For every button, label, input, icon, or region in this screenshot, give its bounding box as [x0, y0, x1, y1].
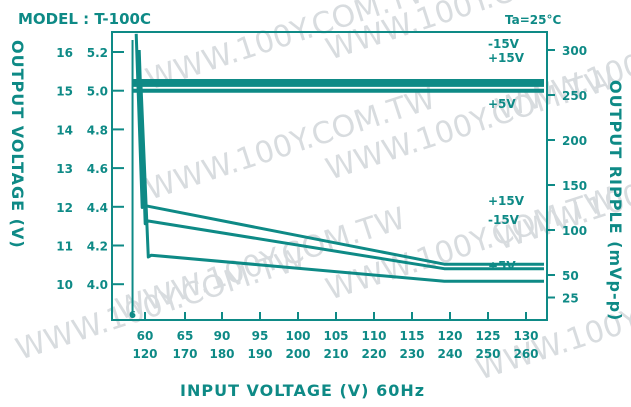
- x-tick-label-top: 125: [475, 329, 500, 343]
- y-right-tick-label: 150: [562, 179, 587, 193]
- y-right-tick-label: 250: [562, 89, 587, 103]
- x-tick-label-top: 130: [513, 329, 538, 343]
- x-tick-label-top: 105: [323, 329, 348, 343]
- y-left-outer-label: 12: [56, 201, 73, 215]
- y-left-inner-label: 4.4: [87, 201, 108, 215]
- x-axis-label: INPUT VOLTAGE (V) 60Hz: [180, 381, 425, 400]
- x-tick-label-bottom: 220: [361, 347, 386, 361]
- y-left-inner-label: 4.0: [87, 278, 108, 292]
- x-tick-label-bottom: 230: [399, 347, 424, 361]
- x-tick-label-top: 90: [214, 329, 231, 343]
- y-left-outer-label: 14: [56, 123, 73, 137]
- series-label: -15V: [488, 213, 520, 227]
- y-left-inner-label: 4.2: [87, 240, 108, 254]
- x-tick-label-bottom: 250: [475, 347, 500, 361]
- y-left-inner-label: 5.0: [87, 85, 108, 99]
- series-lines: [133, 33, 544, 283]
- x-tick-label-bottom: 170: [172, 347, 197, 361]
- series-label: -15V: [488, 37, 520, 51]
- x-tick-label-bottom: 200: [285, 347, 310, 361]
- y-left-inner-label: 5.2: [87, 46, 108, 60]
- x-tick-label-top: 100: [285, 329, 310, 343]
- y-right-tick-label: 300: [562, 44, 587, 58]
- temperature-condition: Ta=25°C: [505, 13, 561, 27]
- chart-title: MODEL : T-100C: [18, 10, 151, 28]
- x-tick-label-bottom: 180: [209, 347, 234, 361]
- y-left-outer-label: 10: [56, 278, 73, 292]
- start-marker-label: 6: [129, 310, 136, 321]
- x-tick-label-bottom: 190: [247, 347, 272, 361]
- y-left-outer-label: 11: [56, 240, 73, 254]
- x-tick-label-top: 60: [137, 329, 154, 343]
- y-left-outer-label: 16: [56, 46, 73, 60]
- y-right-tick-label: 100: [562, 224, 587, 238]
- y-axis-right-label: OUTPUT RIPPLE (mVp-p): [606, 80, 625, 321]
- y-right-tick-label: 200: [562, 134, 587, 148]
- x-tick-label-top: 95: [252, 329, 269, 343]
- plot-frame: [111, 31, 548, 321]
- x-tick-label-top: 120: [437, 329, 462, 343]
- x-tick-label-top: 115: [399, 329, 424, 343]
- x-tick-label-top: 65: [177, 329, 194, 343]
- x-tick-label-bottom: 120: [132, 347, 157, 361]
- y-left-outer-label: 15: [56, 85, 73, 99]
- x-tick-label-bottom: 260: [513, 347, 538, 361]
- x-tick-label-bottom: 210: [323, 347, 348, 361]
- y-left-inner-label: 4.6: [87, 162, 108, 176]
- x-tick-label-bottom: 240: [437, 347, 462, 361]
- series-label: +5V: [488, 97, 516, 111]
- x-tick-label-top: 110: [361, 329, 386, 343]
- y-right-tick-label: 25: [562, 292, 579, 306]
- y-right-tick-label: 50: [562, 269, 579, 283]
- y-left-inner-label: 4.8: [87, 123, 108, 137]
- series-label: +15V: [488, 194, 525, 208]
- series-line: [139, 85, 544, 283]
- y-axis-left-label: OUTPUT VOLTAGE (V): [8, 40, 27, 249]
- y-axis-left-ticks: 16 5.2 15 5.0 14 4.8 13 4.6 12 4.4 11 4.2 10 4.0: [56, 46, 124, 292]
- y-left-outer-label: 13: [56, 162, 73, 176]
- x-axis-ticks: 60 120 65 170 90 180 95 190 100 200 105 210 110 220 11…: [129, 40, 539, 361]
- series-label: +15V: [488, 51, 525, 65]
- y-axis-right-ticks: 300 250 200 150 100 50 25: [547, 44, 587, 306]
- series-labels: -15V+15V+5V+15V-15V+5V: [488, 37, 525, 273]
- series-label: +5V: [488, 259, 516, 273]
